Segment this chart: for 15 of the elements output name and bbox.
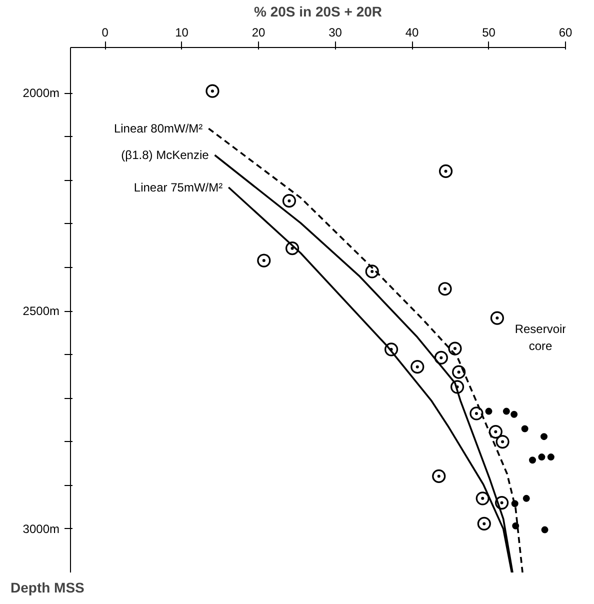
x-axis-title: % 20S in 20S + 20R bbox=[254, 4, 382, 20]
series-label: (β1.8) McKenzie bbox=[121, 148, 210, 162]
y-tick-label: 3000m bbox=[22, 522, 60, 536]
x-tick-label: 20 bbox=[252, 26, 266, 40]
x-tick-label: 10 bbox=[175, 26, 189, 40]
x-tick-label: 40 bbox=[405, 26, 420, 40]
x-tick-label: 30 bbox=[328, 26, 342, 40]
y-axis-title: Depth MSS bbox=[10, 580, 84, 596]
x-tick-label: 0 bbox=[102, 26, 109, 40]
y-tick-label: 2000m bbox=[22, 86, 60, 100]
x-tick-label: 60 bbox=[558, 26, 572, 40]
x-tick-label: 50 bbox=[482, 26, 496, 40]
series-label: Linear 75mW/M² bbox=[134, 180, 223, 194]
series-label: Linear 80mW/M² bbox=[114, 122, 203, 136]
y-tick-label: 2500m bbox=[22, 304, 60, 318]
